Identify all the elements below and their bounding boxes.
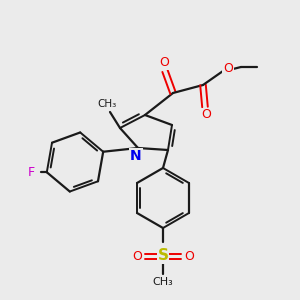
- Text: S: S: [158, 248, 169, 263]
- Text: CH₃: CH₃: [98, 99, 117, 109]
- Text: O: O: [132, 250, 142, 262]
- Text: O: O: [159, 56, 169, 70]
- Text: CH₃: CH₃: [153, 277, 173, 287]
- Text: O: O: [184, 250, 194, 262]
- Text: F: F: [28, 166, 35, 179]
- Text: N: N: [130, 149, 142, 163]
- Text: O: O: [223, 61, 233, 74]
- Text: O: O: [201, 109, 211, 122]
